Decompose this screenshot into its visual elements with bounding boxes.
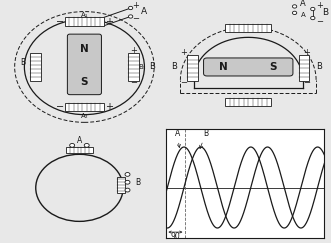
Text: B: B <box>316 62 322 71</box>
Text: +: + <box>180 48 187 57</box>
Bar <box>66 147 93 153</box>
Text: B: B <box>150 62 156 71</box>
Text: +: + <box>105 17 113 27</box>
Text: −: − <box>56 102 64 112</box>
Text: N: N <box>219 62 228 72</box>
Text: −: − <box>180 78 187 87</box>
Text: A: A <box>300 0 306 8</box>
Circle shape <box>293 11 297 15</box>
Text: S: S <box>81 78 88 87</box>
Text: −: − <box>304 78 310 87</box>
Text: −: − <box>130 78 137 87</box>
Text: +: + <box>105 102 113 112</box>
Circle shape <box>310 7 315 11</box>
Text: +: + <box>316 1 323 10</box>
Bar <box>65 103 104 111</box>
Text: −: − <box>316 17 323 26</box>
Text: +: + <box>130 46 137 55</box>
Text: A: A <box>301 12 305 18</box>
FancyBboxPatch shape <box>68 34 101 95</box>
Bar <box>225 25 271 32</box>
Circle shape <box>84 143 89 147</box>
Text: 90: 90 <box>170 232 180 242</box>
Text: +: + <box>304 48 310 57</box>
Text: A₂: A₂ <box>80 113 88 119</box>
Bar <box>225 98 271 106</box>
Bar <box>187 55 198 81</box>
Circle shape <box>310 16 315 20</box>
Text: A: A <box>141 7 148 16</box>
Circle shape <box>70 143 74 147</box>
Circle shape <box>128 15 133 18</box>
Text: +: + <box>132 1 139 10</box>
Text: B: B <box>20 58 25 67</box>
Text: −: − <box>56 17 64 27</box>
Circle shape <box>125 173 130 176</box>
Circle shape <box>128 6 133 10</box>
Text: B: B <box>200 129 209 148</box>
Text: B: B <box>171 62 177 71</box>
Bar <box>299 55 309 81</box>
Text: A: A <box>174 129 180 148</box>
Circle shape <box>125 188 130 192</box>
Bar <box>65 17 104 26</box>
Circle shape <box>293 5 297 8</box>
Text: B: B <box>135 178 140 187</box>
Text: B: B <box>322 8 328 17</box>
Text: A₁: A₁ <box>81 12 88 18</box>
Circle shape <box>125 180 130 184</box>
Bar <box>30 53 41 81</box>
Text: S: S <box>269 62 277 72</box>
Text: B₁: B₁ <box>138 64 146 70</box>
FancyBboxPatch shape <box>204 58 293 76</box>
Text: N: N <box>80 44 89 54</box>
Text: −: − <box>132 14 139 23</box>
Text: A: A <box>77 136 82 145</box>
Bar <box>117 177 125 193</box>
Bar <box>128 53 139 81</box>
